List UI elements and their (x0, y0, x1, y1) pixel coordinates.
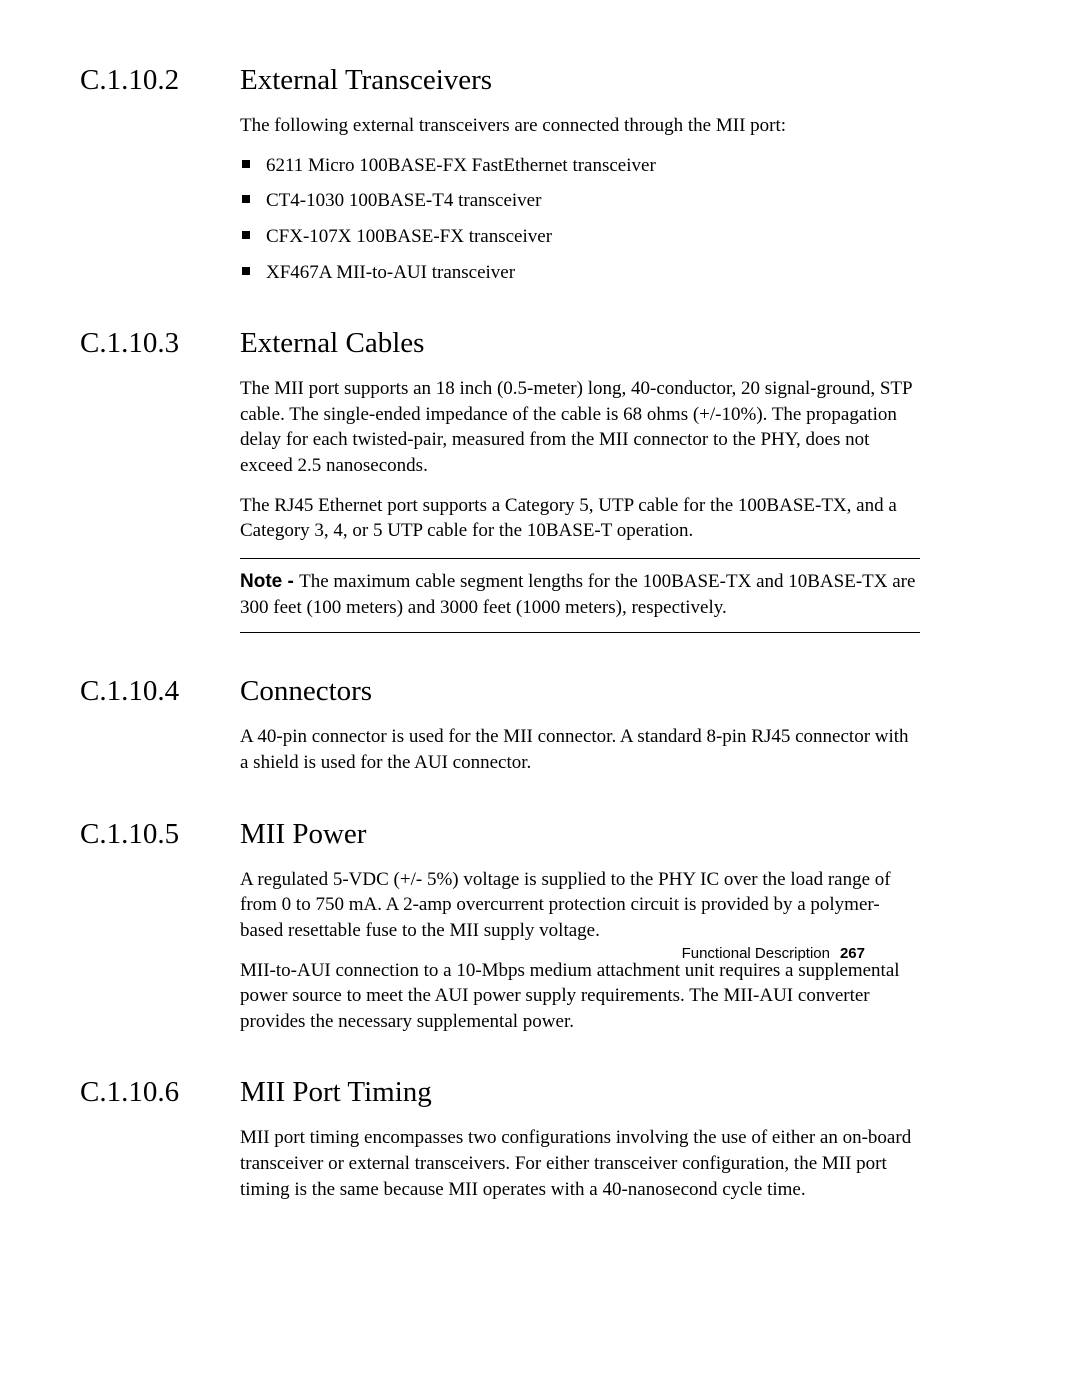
section-number: C.1.10.2 (80, 64, 240, 97)
section-title: External Transceivers (240, 64, 492, 97)
section-external-cables: C.1.10.3 External Cables The MII port su… (80, 327, 960, 633)
section-title: External Cables (240, 327, 424, 360)
note-block: Note - The maximum cable segment lengths… (240, 558, 920, 633)
section-body: A 40-pin connector is used for the MII c… (240, 724, 920, 775)
section-title: Connectors (240, 675, 372, 708)
page-footer: Functional Description 267 (0, 945, 1080, 962)
section-heading: C.1.10.2 External Transceivers (80, 64, 960, 97)
list-item: CT4-1030 100BASE-T4 transceiver (240, 188, 920, 214)
list-item: CFX-107X 100BASE-FX transceiver (240, 224, 920, 250)
section-heading: C.1.10.6 MII Port Timing (80, 1076, 960, 1109)
paragraph: The MII port supports an 18 inch (0.5-me… (240, 376, 920, 479)
note-text: The maximum cable segment lengths for th… (240, 571, 915, 618)
section-number: C.1.10.6 (80, 1076, 240, 1109)
list-item: XF467A MII-to-AUI transceiver (240, 260, 920, 286)
section-body: MII port timing encompasses two configur… (240, 1125, 920, 1202)
section-mii-power: C.1.10.5 MII Power A regulated 5-VDC (+/… (80, 818, 960, 1035)
section-heading: C.1.10.4 Connectors (80, 675, 960, 708)
section-title: MII Power (240, 818, 366, 851)
note-label: Note - (240, 571, 299, 592)
paragraph: The RJ45 Ethernet port supports a Catego… (240, 493, 920, 544)
section-external-transceivers: C.1.10.2 External Transceivers The follo… (80, 64, 960, 285)
page: C.1.10.2 External Transceivers The follo… (0, 0, 1080, 1397)
section-number: C.1.10.5 (80, 818, 240, 851)
paragraph: A regulated 5-VDC (+/- 5%) voltage is su… (240, 867, 920, 944)
footer-label: Functional Description (682, 945, 830, 962)
list-item: 6211 Micro 100BASE-FX FastEthernet trans… (240, 153, 920, 179)
page-number: 267 (840, 945, 865, 962)
section-number: C.1.10.3 (80, 327, 240, 360)
paragraph: MII-to-AUI connection to a 10-Mbps mediu… (240, 958, 920, 1035)
section-mii-port-timing: C.1.10.6 MII Port Timing MII port timing… (80, 1076, 960, 1202)
section-number: C.1.10.4 (80, 675, 240, 708)
paragraph: MII port timing encompasses two configur… (240, 1125, 920, 1202)
section-title: MII Port Timing (240, 1076, 432, 1109)
section-body: The following external transceivers are … (240, 113, 920, 285)
section-heading: C.1.10.5 MII Power (80, 818, 960, 851)
paragraph: A 40-pin connector is used for the MII c… (240, 724, 920, 775)
section-connectors: C.1.10.4 Connectors A 40-pin connector i… (80, 675, 960, 775)
section-body: The MII port supports an 18 inch (0.5-me… (240, 376, 920, 633)
section-heading: C.1.10.3 External Cables (80, 327, 960, 360)
bullet-list: 6211 Micro 100BASE-FX FastEthernet trans… (240, 153, 920, 286)
paragraph: The following external transceivers are … (240, 113, 920, 139)
